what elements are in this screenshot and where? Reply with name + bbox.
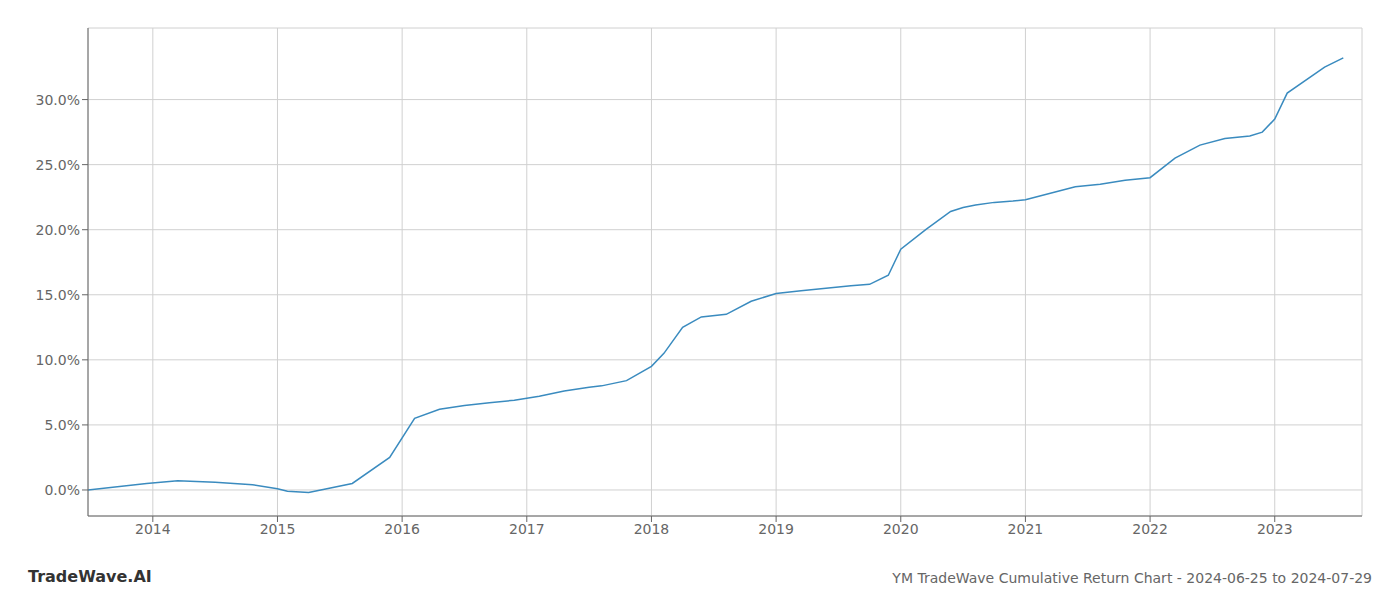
svg-text:20.0%: 20.0% [36,222,80,238]
svg-text:10.0%: 10.0% [36,352,80,368]
svg-text:2023: 2023 [1257,521,1293,537]
svg-text:2015: 2015 [260,521,296,537]
svg-text:0.0%: 0.0% [44,482,80,498]
svg-text:2019: 2019 [758,521,794,537]
svg-text:2021: 2021 [1008,521,1044,537]
svg-text:2014: 2014 [135,521,171,537]
svg-text:2022: 2022 [1132,521,1168,537]
svg-text:15.0%: 15.0% [36,287,80,303]
svg-text:25.0%: 25.0% [36,157,80,173]
svg-text:30.0%: 30.0% [36,92,80,108]
svg-text:2017: 2017 [509,521,545,537]
svg-text:2018: 2018 [634,521,670,537]
svg-text:5.0%: 5.0% [44,417,80,433]
svg-text:2020: 2020 [883,521,919,537]
html-text:YM TradeWave Cumulative Return: YM TradeWave Cumulative Return Chart - 2… [892,570,1372,586]
html-text:TradeWave.AI: TradeWave.AI [28,567,152,586]
svg-text:2016: 2016 [384,521,420,537]
